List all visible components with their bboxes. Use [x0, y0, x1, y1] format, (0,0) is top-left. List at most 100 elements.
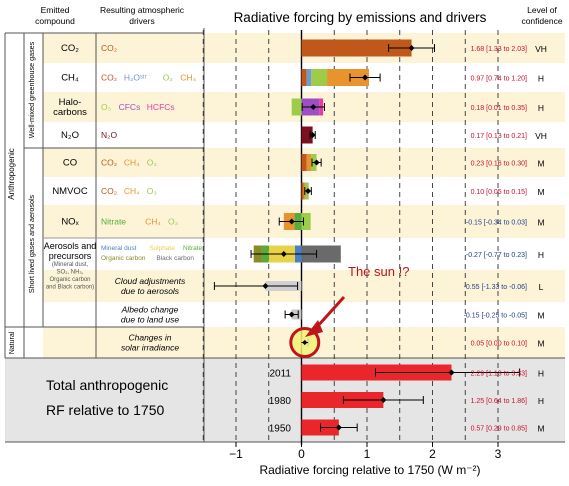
value-label-t2011: 2.29 [1.13 to 3.33] — [471, 371, 527, 378]
annotation-arrow-head — [305, 320, 323, 337]
confidence-label-nox: M — [537, 218, 544, 228]
year-label: 1980 — [269, 396, 292, 407]
compound-label-cloud: due to aerosols — [121, 286, 180, 296]
compound-label-cloud: Cloud adjustments — [115, 276, 186, 286]
driver-label-halo: HCFCs — [147, 102, 175, 112]
bar-segment-t1980 — [301, 392, 384, 408]
bottom-label-line2: RF relative to 1750 — [46, 402, 164, 418]
header-emitted-line1: Emitted — [41, 5, 70, 15]
compound-label-aerosols: Aerosols and — [44, 241, 97, 251]
annotation-arrow-shaft — [314, 295, 346, 330]
value-label-n2o: 0.17 [0.13 to 0.21] — [471, 133, 527, 140]
value-label-cloud: -0.55 [-1.33 to -0.06] — [464, 284, 527, 291]
chart-title: Radiative forcing by emissions and drive… — [234, 10, 487, 25]
confidence-label-halo: H — [538, 103, 544, 113]
confidence-label-aerosols: H — [538, 250, 544, 260]
compound-label-solar: solar irradiance — [121, 343, 179, 353]
bar-segment-co — [301, 154, 307, 171]
x-tick-label: 3 — [495, 447, 502, 461]
compound-label-co2: CO₂ — [61, 43, 79, 54]
best-estimate-marker — [288, 218, 295, 225]
group-label-short-lived: Short lived gases and aerosols — [27, 194, 36, 293]
driver-label-aerosols: Organic carbon — [101, 255, 146, 262]
compound-label-n2o: N₂O — [61, 130, 79, 141]
compound-sublabel-aerosols: SO₂, NH₃, — [56, 270, 83, 276]
bar-segment-ch4 — [306, 69, 312, 86]
driver-label-ch4: O₃ — [163, 73, 173, 83]
confidence-label-n2o: VH — [535, 131, 547, 141]
driver-label-aerosols: Sulphate — [149, 245, 175, 252]
group-label-natural: Natural — [9, 331, 16, 354]
group-label-anthropogenic: Anthropogenic — [7, 148, 16, 200]
driver-label-aerosols: Black carbon — [156, 255, 194, 262]
row-background — [43, 270, 565, 302]
value-label-aerosols: -0.27 [-0.77 to 0.23] — [466, 252, 527, 259]
value-label-nox: -0.15 [-0.34 to 0.03] — [466, 220, 527, 227]
group-label-well-mixed: Well-mixed greenhouse gases — [27, 41, 36, 138]
bar-segment-ch4 — [301, 69, 307, 86]
x-tick-label: −1 — [229, 447, 243, 461]
confidence-label-solar: M — [537, 339, 544, 349]
best-estimate-marker — [448, 369, 455, 376]
bar-segment-nox — [301, 213, 311, 230]
bar-segment-ch4 — [311, 69, 328, 86]
driver-label-aerosols: Mineral dust — [101, 245, 137, 252]
best-estimate-marker — [362, 74, 369, 81]
confidence-label-co: M — [537, 159, 544, 169]
confidence-label-albedo: M — [537, 311, 544, 321]
compound-sublabel-aerosols: Organic carbon — [49, 277, 90, 283]
value-label-halo: 0.18 [0.01 to 0.35] — [471, 105, 527, 112]
compound-label-co: CO — [63, 158, 77, 169]
best-estimate-marker — [408, 45, 415, 51]
bar-segment-nmvoc — [301, 182, 304, 200]
best-estimate-marker — [380, 397, 387, 403]
value-label-co: 0.23 [0.16 to 0.30] — [471, 161, 527, 168]
driver-label-co: CH₄ — [124, 158, 140, 168]
bar-segment-halo — [291, 98, 302, 116]
x-axis-label: Radiative forcing relative to 1750 (W m⁻… — [259, 463, 480, 477]
driver-label-halo: O₃ — [101, 102, 111, 112]
header-confidence-line1: Level of — [527, 5, 557, 15]
value-label-ch4: 0.97 [0.74 to 1.20] — [471, 76, 527, 83]
solar-marker — [302, 340, 308, 345]
header-confidence-line2: confidence — [521, 16, 562, 26]
best-estimate-marker — [305, 188, 312, 194]
driver-label-co: CO₂ — [101, 158, 117, 168]
x-tick-label: 1 — [364, 447, 371, 461]
driver-label-nox: Nitrate — [101, 217, 126, 227]
driver-label-nmvoc: O₃ — [147, 186, 157, 196]
confidence-label-t1950: M — [537, 424, 544, 434]
best-estimate-marker — [310, 104, 317, 110]
compound-label-nox: NOₓ — [61, 217, 79, 228]
driver-label-n2o: N₂O — [101, 130, 117, 140]
annotation-text: The sun !? — [348, 264, 409, 279]
driver-label-ch4: H₂Oˢᵗʳ — [124, 73, 147, 83]
value-label-co2: 1.68 [1.33 to 2.03] — [471, 46, 527, 53]
bar-segment-co — [306, 154, 312, 171]
driver-label-aerosols: Nitrate — [183, 245, 203, 252]
value-label-t1950: 0.57 [0.29 to 0.85] — [471, 426, 527, 433]
driver-label-nox: CH₄ — [145, 217, 161, 227]
compound-label-nmvoc: NMVOC — [52, 186, 88, 197]
driver-label-co2: CO₂ — [101, 43, 117, 53]
best-estimate-marker — [262, 283, 269, 289]
bar-segment-aerosols — [301, 245, 341, 263]
driver-label-nmvoc: CO₂ — [101, 186, 117, 196]
compound-sublabel-aerosols: (Mineral dust, — [52, 262, 89, 268]
driver-label-halo: CFCs — [119, 102, 141, 112]
value-label-albedo: -0.15 [-0.25 to -0.05] — [464, 313, 527, 320]
value-label-t1980: 1.25 [0.64 to 1.86] — [471, 398, 527, 405]
bottom-label-line1: Total anthropogenic — [46, 377, 168, 393]
driver-label-ch4: CO₂ — [101, 73, 117, 83]
best-estimate-marker — [288, 311, 295, 318]
compound-label-halo: carbons — [53, 107, 87, 118]
confidence-label-t1980: H — [538, 396, 544, 406]
compound-label-albedo: due to land use — [121, 315, 179, 325]
confidence-label-cloud: L — [539, 282, 544, 292]
header-emitted-line2: compound — [35, 16, 75, 26]
driver-label-ch4: CH₄ — [180, 73, 196, 83]
x-tick-label: 0 — [298, 447, 305, 461]
bar-segment-co2 — [301, 39, 412, 57]
bar-segment-n2o — [301, 126, 313, 144]
best-estimate-marker — [335, 424, 342, 431]
